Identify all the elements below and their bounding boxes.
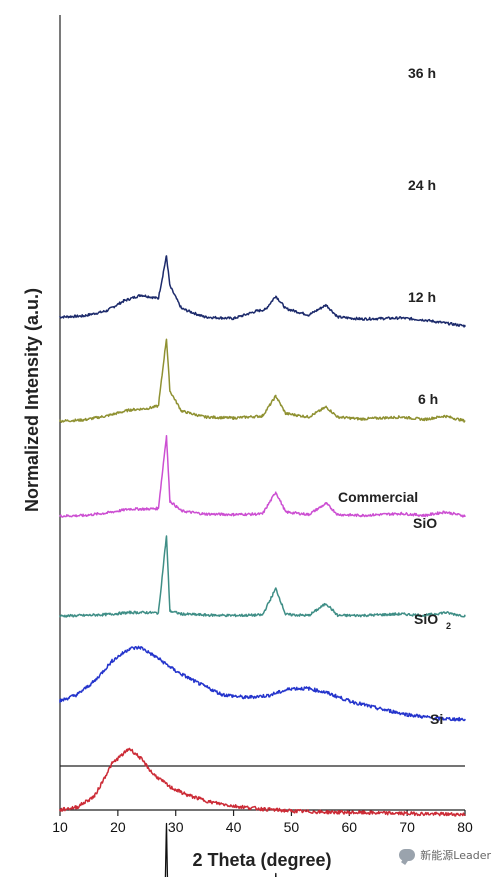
x-axis-title: 2 Theta (degree) <box>192 850 331 870</box>
series-line-0 <box>59 255 466 328</box>
x-tick-label: 30 <box>168 819 184 835</box>
series-label-sio: SiO <box>413 515 437 531</box>
y-axis-title: Normalized Intensity (a.u.) <box>22 288 42 512</box>
watermark-text: 新能源Leader <box>420 849 491 862</box>
series-label-sio2-subscript: 2 <box>446 621 451 631</box>
series-label-si: Si <box>430 711 443 727</box>
series-line-2 <box>59 434 466 518</box>
chat-bubble-icon <box>399 849 416 861</box>
series-line-5 <box>59 747 466 817</box>
x-tick-label: 80 <box>457 819 473 835</box>
x-tick-label: 40 <box>226 819 242 835</box>
x-tick-label: 70 <box>399 819 415 835</box>
x-tick-label: 60 <box>341 819 357 835</box>
x-tick-label: 50 <box>284 819 300 835</box>
series-line-1 <box>59 338 466 423</box>
series-line-3 <box>59 535 466 618</box>
watermark: 新能源Leader <box>399 847 491 863</box>
series-group <box>59 255 466 877</box>
series-label-commercial: Commercial <box>338 489 418 505</box>
series-line-4 <box>59 645 466 722</box>
x-tick-label: 20 <box>110 819 126 835</box>
x-tick-label: 10 <box>52 819 68 835</box>
series-label-6h: 6 h <box>418 391 438 407</box>
series-label-sio2: SiO <box>414 611 438 627</box>
series-label-12h: 12 h <box>408 289 436 305</box>
series-label-24h: 24 h <box>408 177 436 193</box>
x-ticks: 10 20 30 40 50 60 70 80 <box>52 810 473 835</box>
series-label-36h: 36 h <box>408 65 436 81</box>
